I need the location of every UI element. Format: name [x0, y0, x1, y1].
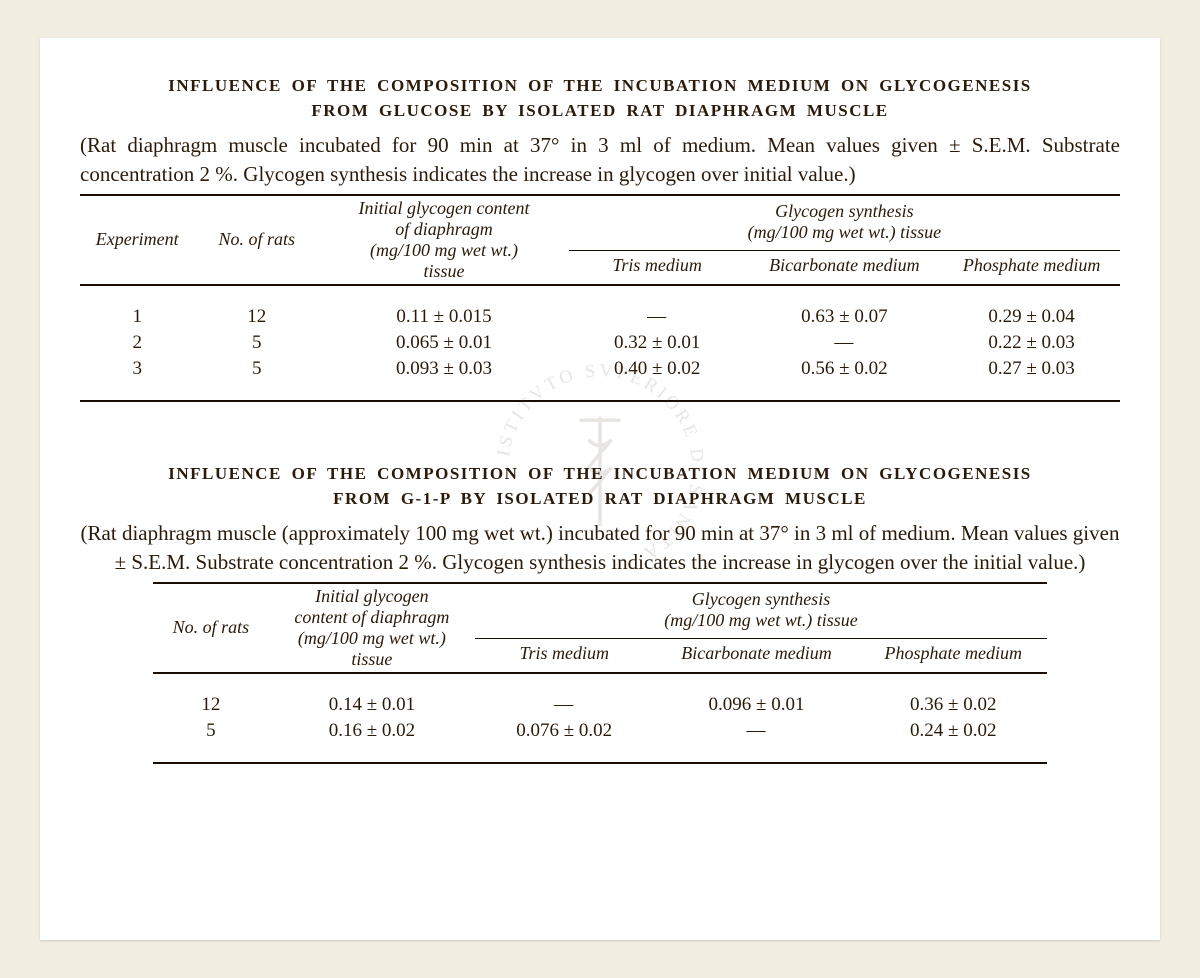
- table1-caption: (Rat diaphragm muscle incubated for 90 m…: [80, 131, 1120, 188]
- table1-title: INFLUENCE OF THE COMPOSITION OF THE INCU…: [80, 74, 1120, 123]
- table-row: 12 0.14 ± 0.01 — 0.096 ± 0.01 0.36 ± 0.0…: [153, 692, 1047, 718]
- table2-title: INFLUENCE OF THE COMPOSITION OF THE INCU…: [80, 462, 1120, 511]
- t2-sub-tris: Tris medium: [475, 638, 654, 673]
- t1-sub-bicarb: Bicarbonate medium: [746, 250, 944, 285]
- table-row: 3 5 0.093 ± 0.03 0.40 ± 0.02 0.56 ± 0.02…: [80, 356, 1120, 382]
- table1: Experiment No. of rats Initial glycogen …: [80, 194, 1120, 402]
- table2-caption: (Rat diaphragm muscle (approximately 100…: [80, 519, 1120, 576]
- t1-h-no-rats: No. of rats: [194, 195, 319, 285]
- t1-h-initial: Initial glycogen content of diaphragm (m…: [319, 195, 569, 285]
- table1-title-line2: FROM GLUCOSE BY ISOLATED RAT DIAPHRAGM M…: [311, 101, 888, 120]
- t1-h-experiment: Experiment: [80, 195, 194, 285]
- table-row: 1 12 0.11 ± 0.015 — 0.63 ± 0.07 0.29 ± 0…: [80, 304, 1120, 330]
- table-row: 5 0.16 ± 0.02 0.076 ± 0.02 — 0.24 ± 0.02: [153, 718, 1047, 744]
- table1-title-line1: INFLUENCE OF THE COMPOSITION OF THE INCU…: [168, 76, 1032, 95]
- table2-title-line2: FROM G-1-P BY ISOLATED RAT DIAPHRAGM MUS…: [333, 489, 867, 508]
- t1-sub-phos: Phosphate medium: [943, 250, 1120, 285]
- t2-sub-bicarb: Bicarbonate medium: [654, 638, 860, 673]
- table2-title-line1: INFLUENCE OF THE COMPOSITION OF THE INCU…: [168, 464, 1032, 483]
- table-row: 2 5 0.065 ± 0.01 0.32 ± 0.01 — 0.22 ± 0.…: [80, 330, 1120, 356]
- t1-sub-tris: Tris medium: [569, 250, 746, 285]
- table2: No. of rats Initial glycogen content of …: [153, 582, 1047, 764]
- t2-sub-phos: Phosphate medium: [859, 638, 1047, 673]
- t2-h-initial: Initial glycogen content of diaphragm (m…: [269, 583, 475, 673]
- t2-h-no-rats: No. of rats: [153, 583, 269, 673]
- t1-h-synthesis: Glycogen synthesis (mg/100 mg wet wt.) t…: [569, 195, 1120, 250]
- t2-h-synthesis: Glycogen synthesis (mg/100 mg wet wt.) t…: [475, 583, 1047, 638]
- page: INFLUENCE OF THE COMPOSITION OF THE INCU…: [40, 38, 1160, 940]
